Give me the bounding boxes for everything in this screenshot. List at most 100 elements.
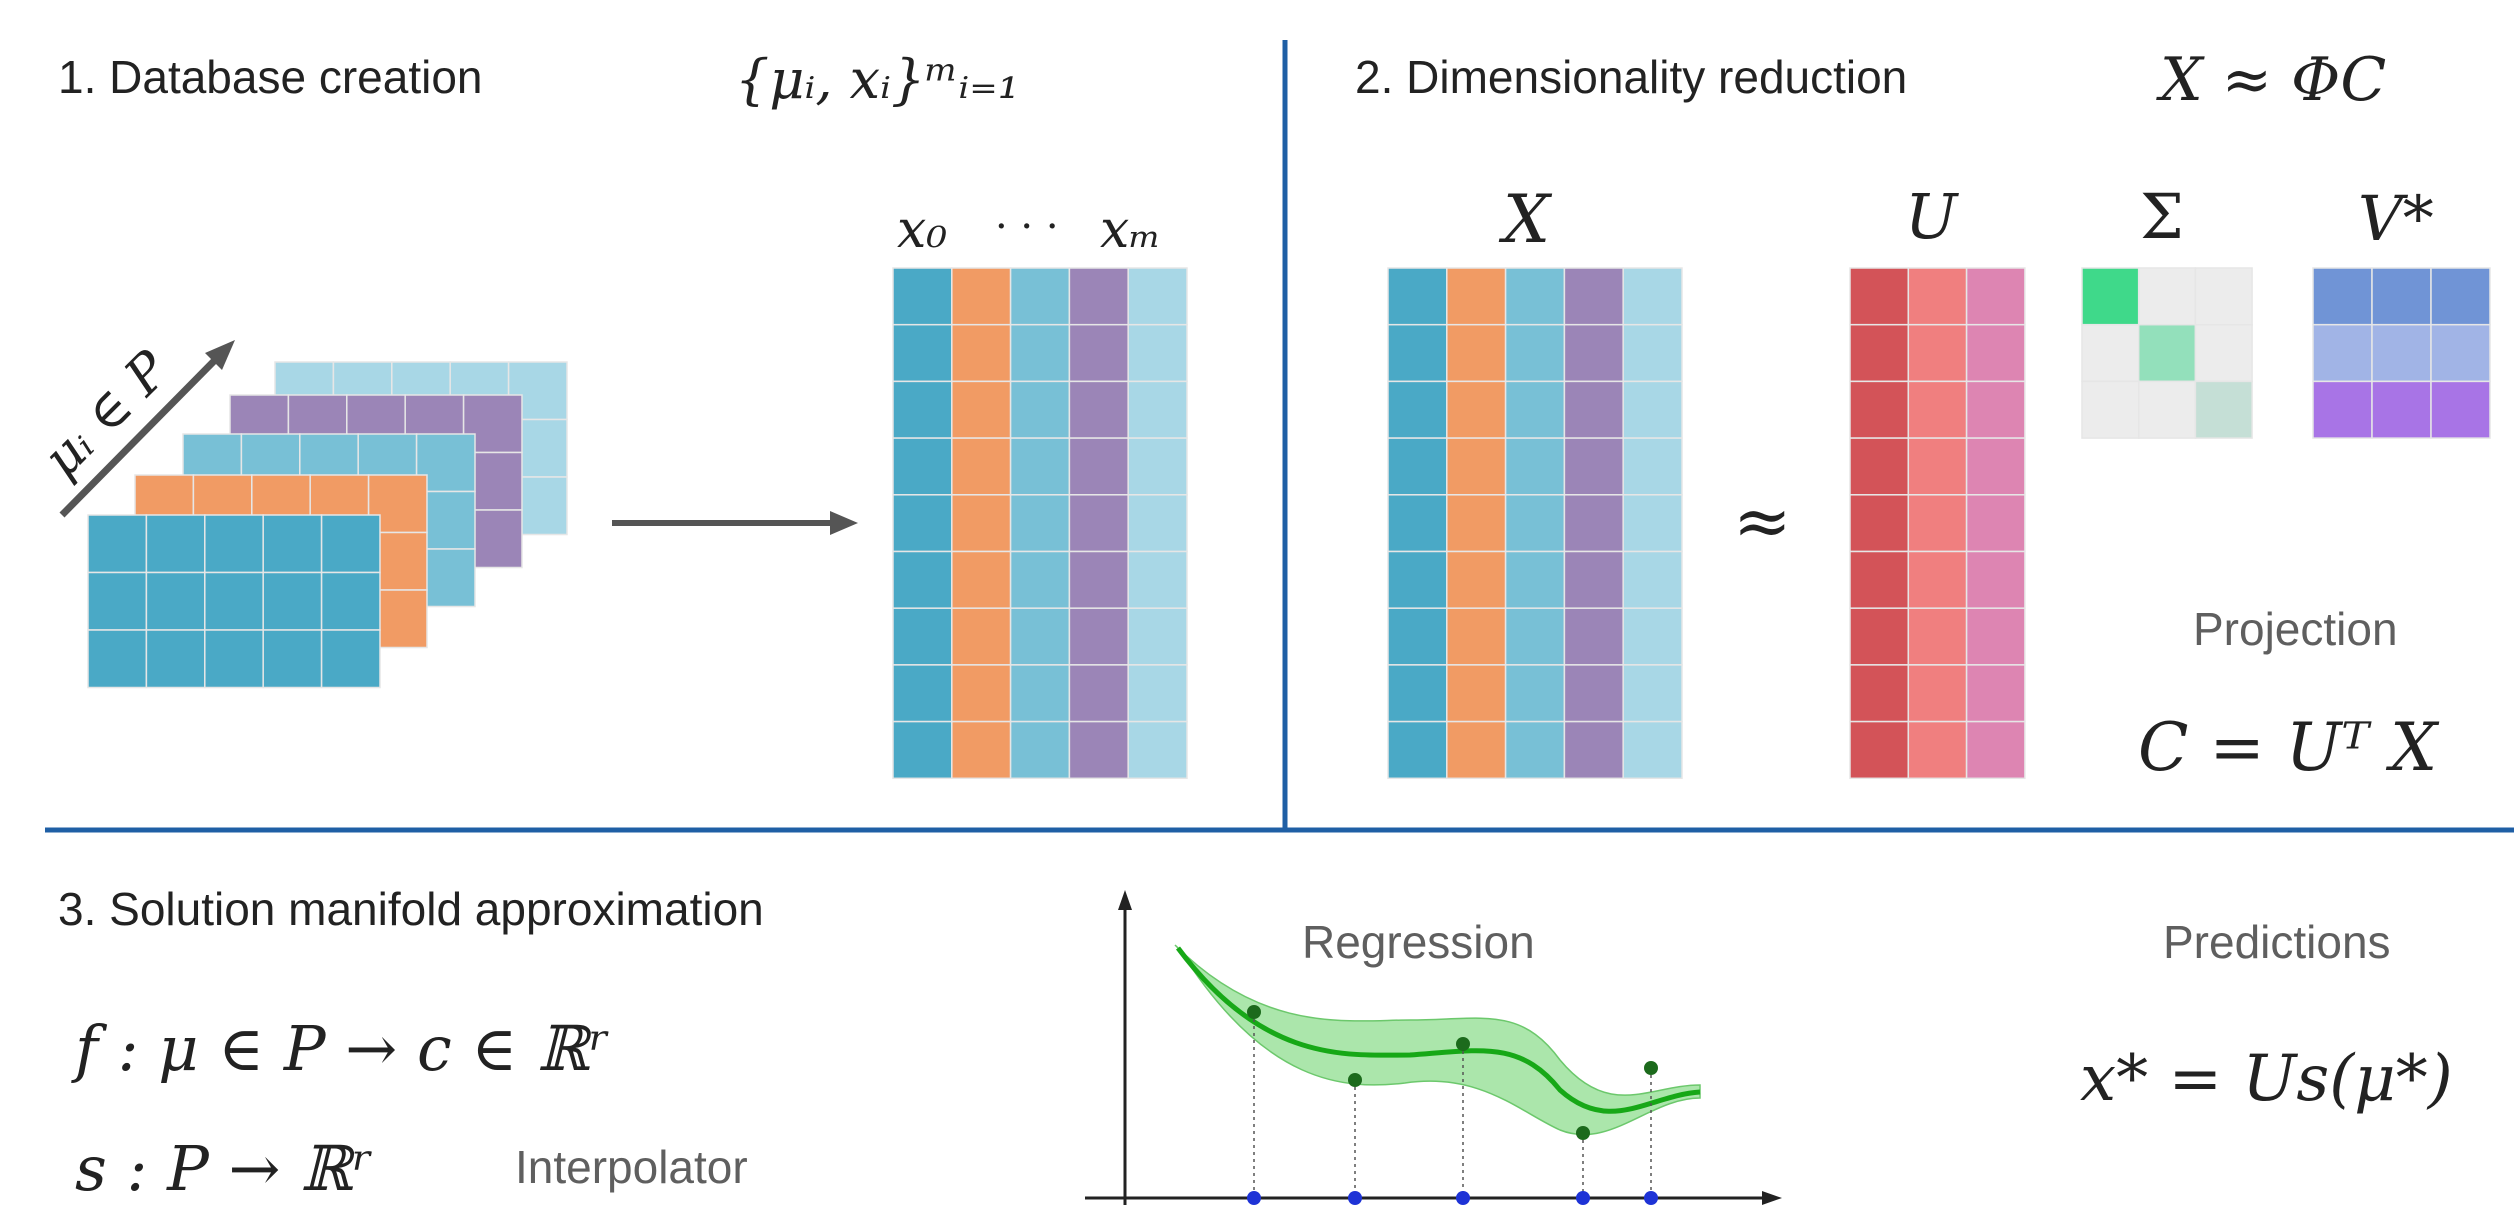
matrix-X-cell [1504,550,1566,609]
matrix-X-cell [1622,664,1683,723]
parameter-arrow-head [205,340,235,370]
matrix-cell [892,437,953,496]
matrix-cell [1009,267,1071,326]
matrix-cell [1127,437,1188,496]
matrix-X-cell [1387,664,1448,723]
matrix-X-cell [1446,267,1507,326]
matrix-X [1387,267,1683,780]
matrix-cell [1009,380,1071,439]
matrix-U-cell [1907,323,1968,383]
matrix-X-cell [1387,550,1448,609]
matrix-U-cell [1965,664,2026,723]
database-set-formula: {μᵢ, xᵢ}ᵐᵢ₌₁ [735,48,1019,111]
matrix-X-cell [1504,720,1566,780]
matrix-cell [1009,494,1071,553]
matrix-U-cell [1907,664,1968,723]
matrix-cell [1068,494,1129,553]
matrix-cell [1127,494,1188,553]
matrix-cell [1068,437,1129,496]
matrix-X-cell [1622,720,1683,780]
matrix-cell [951,267,1012,326]
matrix-X-cell [1446,720,1507,780]
snapshot-cell [145,629,206,689]
section-1-title: 1. Database creation [58,51,483,103]
label-V-star: V* [2358,182,2434,255]
parameter-arrow [59,354,221,518]
interpolator-label: Interpolator [515,1141,748,1193]
matrix-X-cell [1563,437,1624,496]
matrix-X-cell [1504,267,1566,326]
matrix-cell [1009,664,1071,723]
matrix-X-cell [1387,494,1448,553]
snapshot-cell [262,571,323,631]
matrix-U-cell [1907,437,1968,496]
matrix-X-cell [1504,607,1566,666]
section-3-title: 3. Solution manifold approximation [58,883,764,935]
matrix-U-cell [1849,437,1910,496]
matrix-U [1849,267,2026,780]
matrix-V-cell [2430,380,2491,439]
matrix-cell [892,323,953,383]
matrix-Sigma-cell [2081,267,2140,326]
plot-y-axis-head [1118,890,1132,910]
matrix-cell [1127,664,1188,723]
matrix-cell [1009,437,1071,496]
matrix-X-cell [1622,437,1683,496]
parameter-sample-point [1456,1191,1470,1205]
matrix-X-cell [1563,720,1624,780]
projection-label: Projection [2193,603,2398,655]
matrix-cell [951,323,1012,383]
snapshot-cell [204,571,264,631]
matrix-X-cell [1563,607,1624,666]
matrix-V-cell [2371,323,2432,383]
approx-symbol: ≈ [1733,480,1792,562]
matrix-U-cell [1849,267,1910,326]
matrix-cell [951,607,1012,666]
sample-point [1576,1126,1590,1140]
matrix-cell [1009,550,1071,609]
matrix-U-cell [1965,380,2026,439]
matrix-U-cell [1849,380,1910,439]
matrix-X-cell [1387,607,1448,666]
snapshot-cell [320,629,381,689]
matrix-X-cell [1504,437,1566,496]
matrix-V-star [2312,267,2491,439]
matrix-U-cell [1965,267,2026,326]
snapshot-cell [320,571,381,631]
matrix-X-cell [1446,323,1507,383]
snapshot-cell [204,629,264,689]
matrix-U-cell [1907,267,1968,326]
snapshot-cell [320,514,381,574]
matrix-X-cell [1504,664,1566,723]
matrix-cell [1068,550,1129,609]
matrix-V-cell [2430,323,2491,383]
matrix-cell [1127,323,1188,383]
label-Sigma: Σ [2140,180,2184,253]
matrix-U-cell [1965,607,2026,666]
section-manifold-approximation: 3. Solution manifold approximation f : μ… [58,883,2453,1205]
matrix-cell [1127,550,1188,609]
matrix-U-cell [1849,720,1910,780]
confidence-band [1174,944,1701,1136]
matrix-X-cell [1622,550,1683,609]
predictions-label: Predictions [2163,916,2391,968]
matrix-X-cell [1446,437,1507,496]
parameter-sample-point [1247,1191,1261,1205]
matrix-X-cell [1387,323,1448,383]
matrix-U-cell [1907,380,1968,439]
matrix-X-cell [1563,267,1624,326]
matrix-cell [1127,267,1188,326]
matrix-cell [892,720,953,780]
label-X: X [1498,181,1553,258]
matrix-V-cell [2371,380,2432,439]
matrix-U-cell [1907,720,1968,780]
projection-formula: C = Uᵀ X [2138,709,2440,786]
matrix-X-cell [1387,267,1448,326]
sample-point [1456,1037,1470,1051]
matrix-X-cell [1446,550,1507,609]
map-formula: f : μ ∈ P → c ∈ ℝʳ [71,1012,610,1085]
matrix-V-cell [2312,323,2373,383]
matrix-cell [951,550,1012,609]
matrix-cell [1068,380,1129,439]
